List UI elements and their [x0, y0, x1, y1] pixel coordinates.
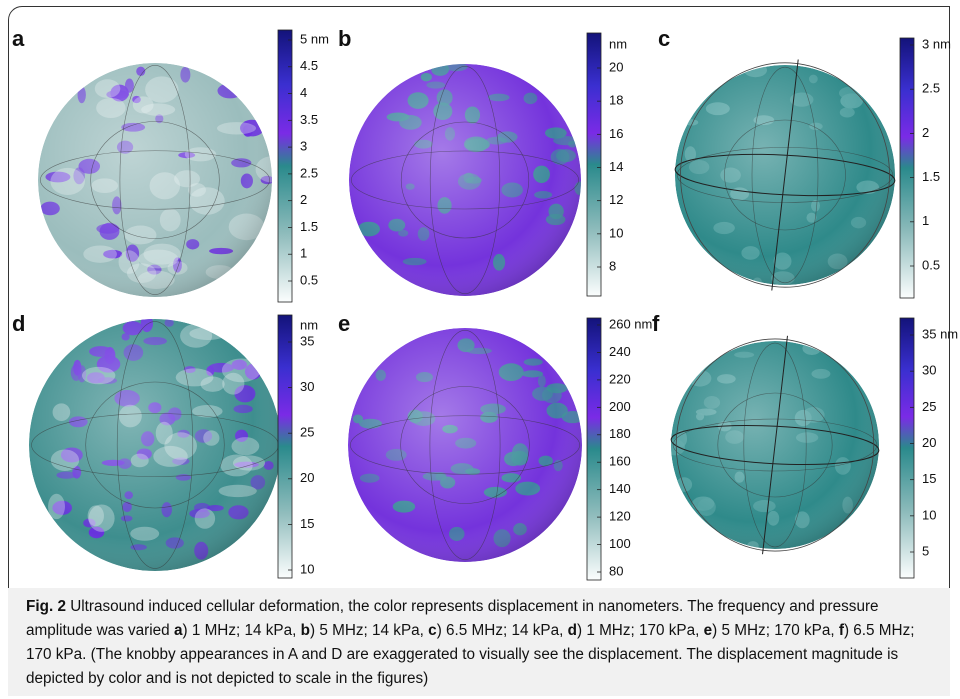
colorbar-tick-label: 2.5	[300, 165, 318, 180]
colorbar-tick-label: 5 nm	[300, 31, 329, 46]
colorbar	[587, 318, 601, 580]
colorbar-tick-label: 160	[609, 454, 631, 469]
colorbar-tick-label: 0.5	[922, 257, 940, 272]
colorbar-tick-label: 0.5	[300, 272, 318, 287]
colorbar-tick-label: 20	[609, 59, 623, 74]
panel-label: d	[12, 311, 25, 336]
colorbar-tick-label: 10	[609, 225, 623, 240]
colorbar-tick-label: 35	[300, 333, 314, 348]
colorbar-tick-label: 140	[609, 481, 631, 496]
colorbar-tick-label: 16	[609, 126, 623, 141]
caption-text: ) 5 MHz; 14 kPa,	[310, 622, 428, 639]
colorbar-tick-label: 180	[609, 426, 631, 441]
sphere	[348, 328, 584, 562]
colorbar	[278, 315, 292, 578]
colorbar-tick-label: 2	[922, 125, 929, 140]
colorbar-tick-label: 3 nm	[922, 36, 951, 51]
colorbar	[900, 318, 914, 578]
colorbar-tick-label: 1.5	[922, 169, 940, 184]
colorbar-unit: nm	[300, 317, 318, 332]
colorbar-tick-label: 12	[609, 192, 623, 207]
colorbar-tick-label: 100	[609, 536, 631, 551]
panel-label: c	[658, 26, 670, 51]
colorbar-tick-label: 5	[922, 543, 929, 558]
colorbar-tick-label: 15	[300, 516, 314, 531]
colorbar	[587, 33, 601, 296]
caption-bold: d	[568, 622, 577, 639]
colorbar-tick-label: 4	[300, 85, 307, 100]
page: a5 nm4.543.532.521.510.5bnm2018161412108…	[0, 0, 960, 699]
colorbar-tick-label: 10	[300, 561, 314, 576]
caption-text: ) 6.5 MHz; 14 kPa,	[437, 622, 568, 639]
colorbar-tick-label: 18	[609, 93, 623, 108]
colorbar-tick-label: 8	[609, 258, 616, 273]
caption-text: ) 5 MHz; 170 kPa,	[712, 622, 839, 639]
colorbar-tick-label: 220	[609, 371, 631, 386]
caption-text: ) 1 MHz; 14 kPa,	[182, 622, 300, 639]
colorbar-tick-label: 200	[609, 399, 631, 414]
sphere	[38, 63, 287, 297]
colorbar-tick-label: 3.5	[300, 112, 318, 127]
colorbar-tick-label: 35 nm	[922, 326, 958, 341]
panel-label: f	[652, 311, 660, 336]
colorbar-tick-label: 25	[300, 425, 314, 440]
colorbar-unit: nm	[609, 36, 627, 51]
colorbar-tick-label: 20	[300, 470, 314, 485]
panel-label: e	[338, 311, 350, 336]
caption-bold: c	[428, 622, 437, 639]
colorbar-tick-label: 4.5	[300, 58, 318, 73]
colorbar-tick-label: 30	[922, 363, 936, 378]
caption-bold: e	[704, 622, 713, 639]
colorbar-tick-label: 1.5	[300, 219, 318, 234]
caption-bold: Fig. 2	[26, 598, 66, 615]
colorbar-tick-label: 20	[922, 435, 936, 450]
caption-bold: b	[301, 622, 310, 639]
colorbar-tick-label: 3	[300, 139, 307, 154]
colorbar-tick-label: 240	[609, 344, 631, 359]
colorbar-tick-label: 120	[609, 509, 631, 524]
colorbar-tick-label: 10	[922, 507, 936, 522]
panel-label: a	[12, 26, 25, 51]
colorbar	[278, 30, 292, 302]
colorbar-tick-label: 2.5	[922, 81, 940, 96]
colorbar-tick-label: 14	[609, 159, 623, 174]
colorbar-tick-label: 80	[609, 563, 623, 578]
caption: Fig. 2 Ultrasound induced cellular defor…	[8, 588, 950, 696]
colorbar-tick-label: 25	[922, 399, 936, 414]
caption-text: ) 1 MHz; 170 kPa,	[577, 622, 704, 639]
colorbar-tick-label: 260 nm	[609, 316, 652, 331]
colorbar-tick-label: 2	[300, 192, 307, 207]
colorbar	[900, 38, 914, 298]
colorbar-tick-label: 1	[922, 213, 929, 228]
colorbar-tick-label: 30	[300, 379, 314, 394]
panel-label: b	[338, 26, 351, 51]
sphere	[29, 315, 281, 571]
colorbar-tick-label: 15	[922, 471, 936, 486]
colorbar-tick-label: 1	[300, 246, 307, 261]
sphere	[349, 63, 586, 296]
